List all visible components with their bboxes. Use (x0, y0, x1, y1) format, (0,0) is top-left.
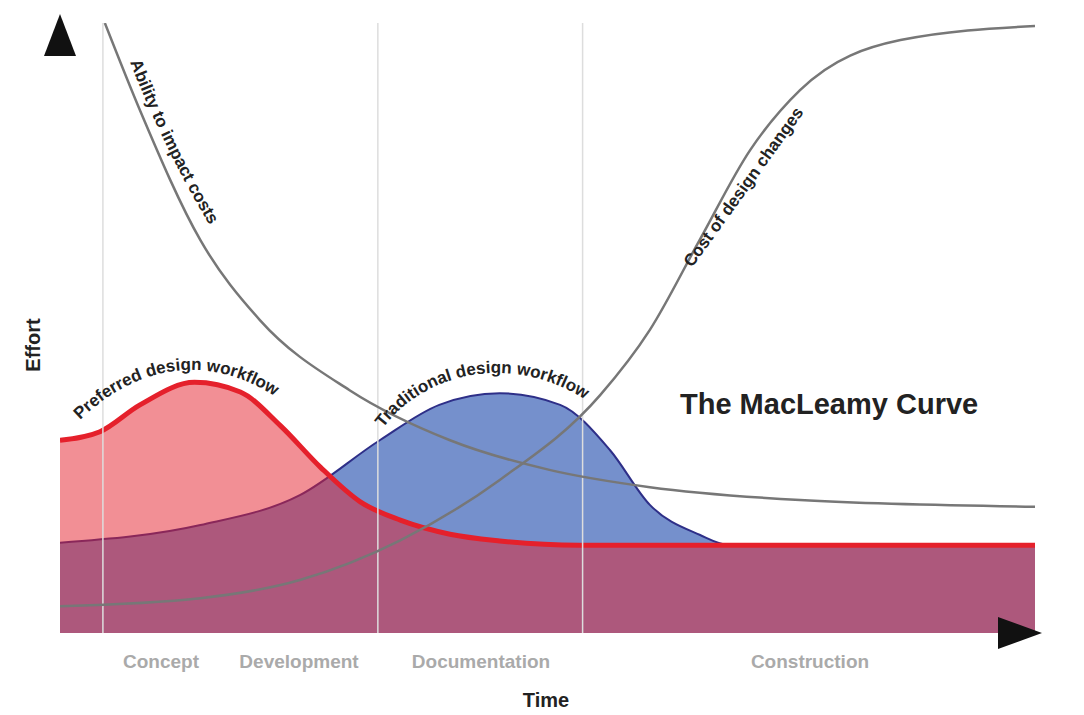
svg-text:Documentation: Documentation (412, 651, 550, 672)
svg-text:The MacLeamy Curve: The MacLeamy Curve (680, 388, 978, 420)
svg-text:Construction: Construction (751, 651, 869, 672)
svg-text:Cost of design changes: Cost of design changes (680, 104, 807, 271)
svg-text:Traditional design workflow: Traditional design workflow (371, 358, 593, 431)
svg-text:Preferred design workflow: Preferred design workflow (70, 355, 283, 423)
svg-text:Concept: Concept (123, 651, 200, 672)
svg-text:Ability to impact costs: Ability to impact costs (126, 57, 222, 228)
svg-text:Time: Time (523, 689, 569, 711)
svg-text:Development: Development (239, 651, 359, 672)
svg-text:Effort: Effort (22, 318, 44, 372)
